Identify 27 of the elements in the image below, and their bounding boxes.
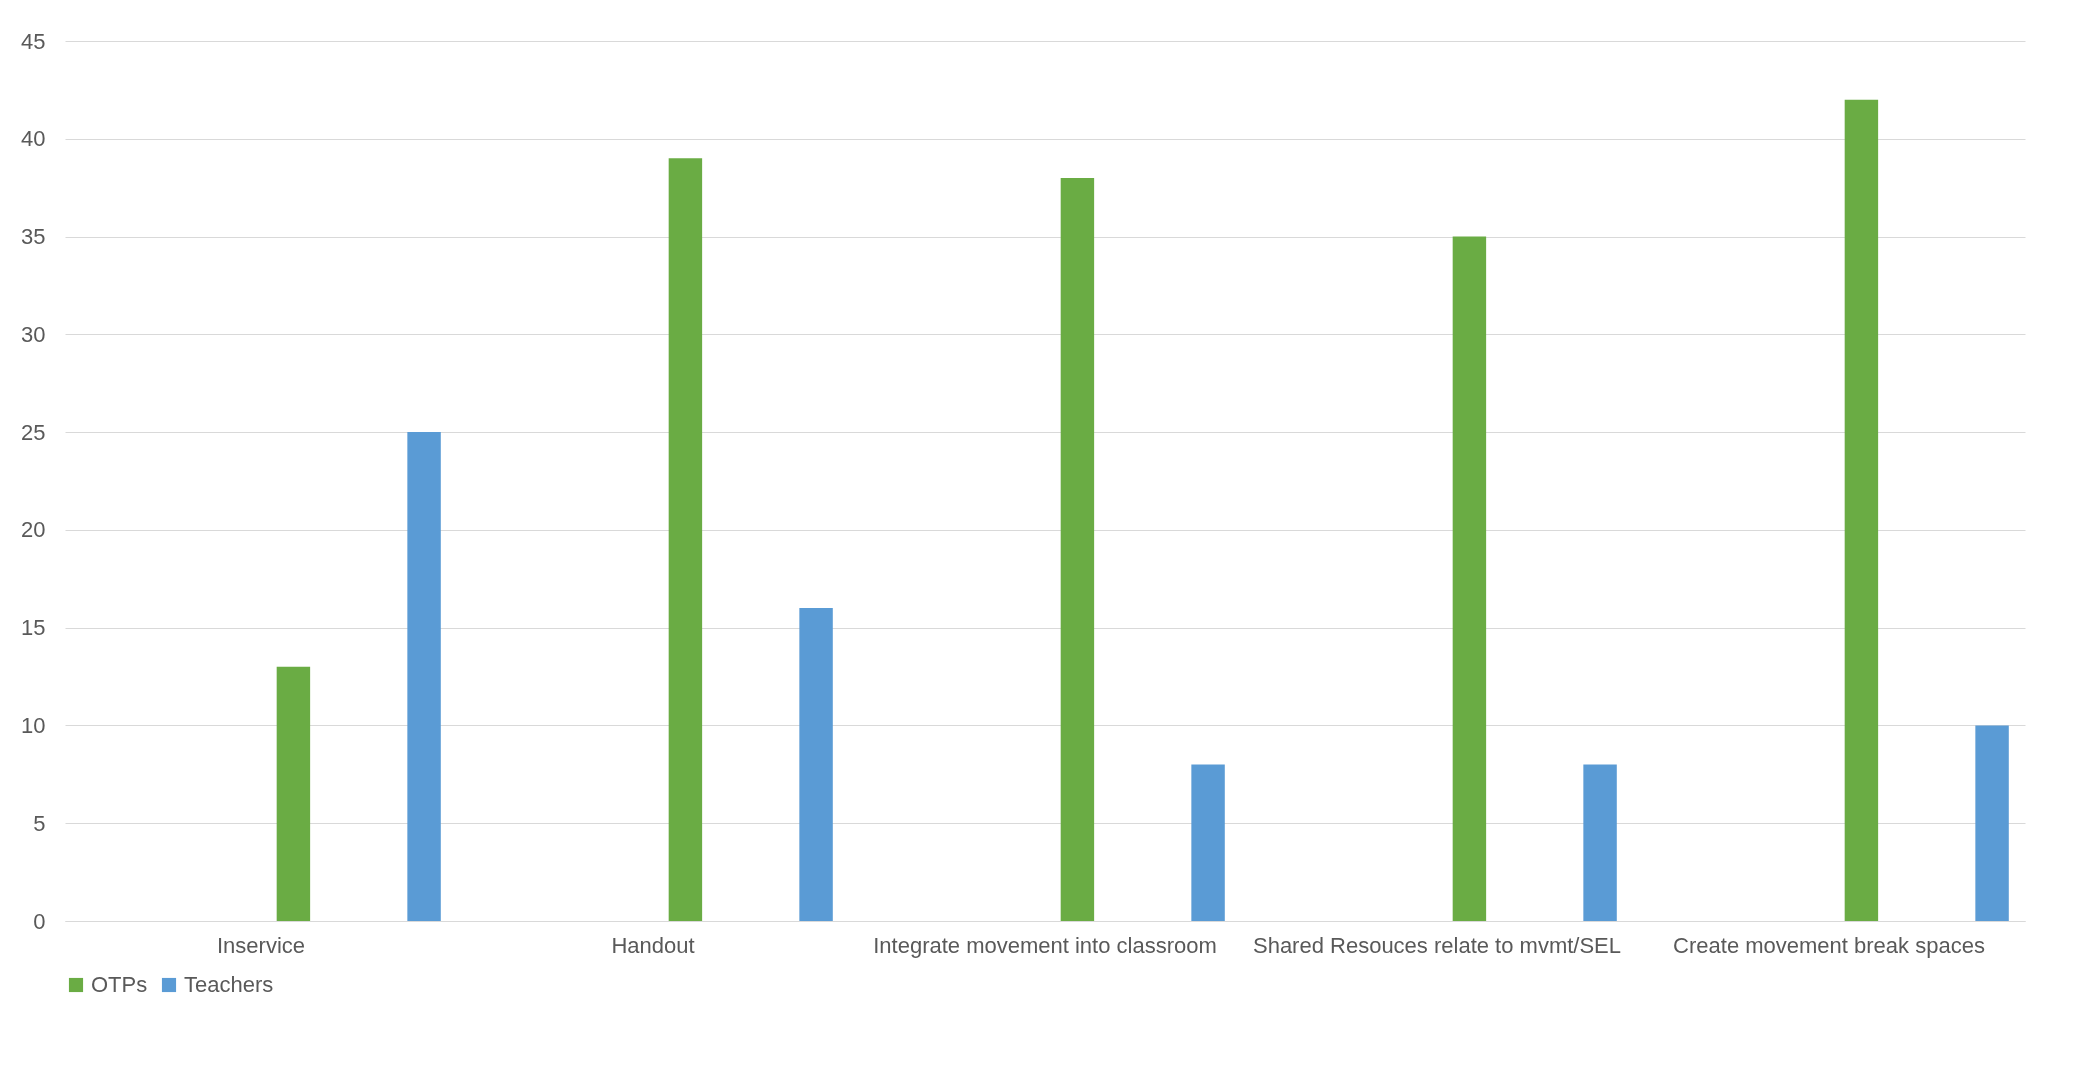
x-tick-label: Handout [611,932,695,958]
y-tick-label: 30 [21,321,46,347]
bar [1060,177,1095,921]
x-tick-label: Shared Resouces relate to mvmt/SEL [1252,932,1622,958]
x-tick-label: Inservice [216,932,306,958]
bar [1844,99,1879,921]
x-tick-label: Create movement break spaces [1673,932,1985,958]
bar [407,432,441,921]
x-tick-label: Integrate movement into classroom [873,932,1217,958]
y-tick-label: 45 [21,28,46,54]
y-tick-label: 40 [21,126,46,152]
y-tick-label: 5 [33,810,46,836]
y-tick-label: 25 [21,419,46,445]
bar [668,158,703,921]
bar [1191,764,1225,921]
y-tick-label: 10 [21,712,46,738]
bar [1452,236,1487,921]
y-tick-label: 35 [21,224,46,250]
legend-label: OTPs [91,972,148,997]
bar [1975,725,2009,921]
y-tick-label: 0 [33,908,46,934]
bar [799,608,833,921]
bar [1583,764,1617,921]
y-tick-label: 20 [21,517,46,543]
legend-label: Teachers [184,972,274,997]
bar [276,666,311,921]
y-tick-label: 15 [21,615,46,641]
